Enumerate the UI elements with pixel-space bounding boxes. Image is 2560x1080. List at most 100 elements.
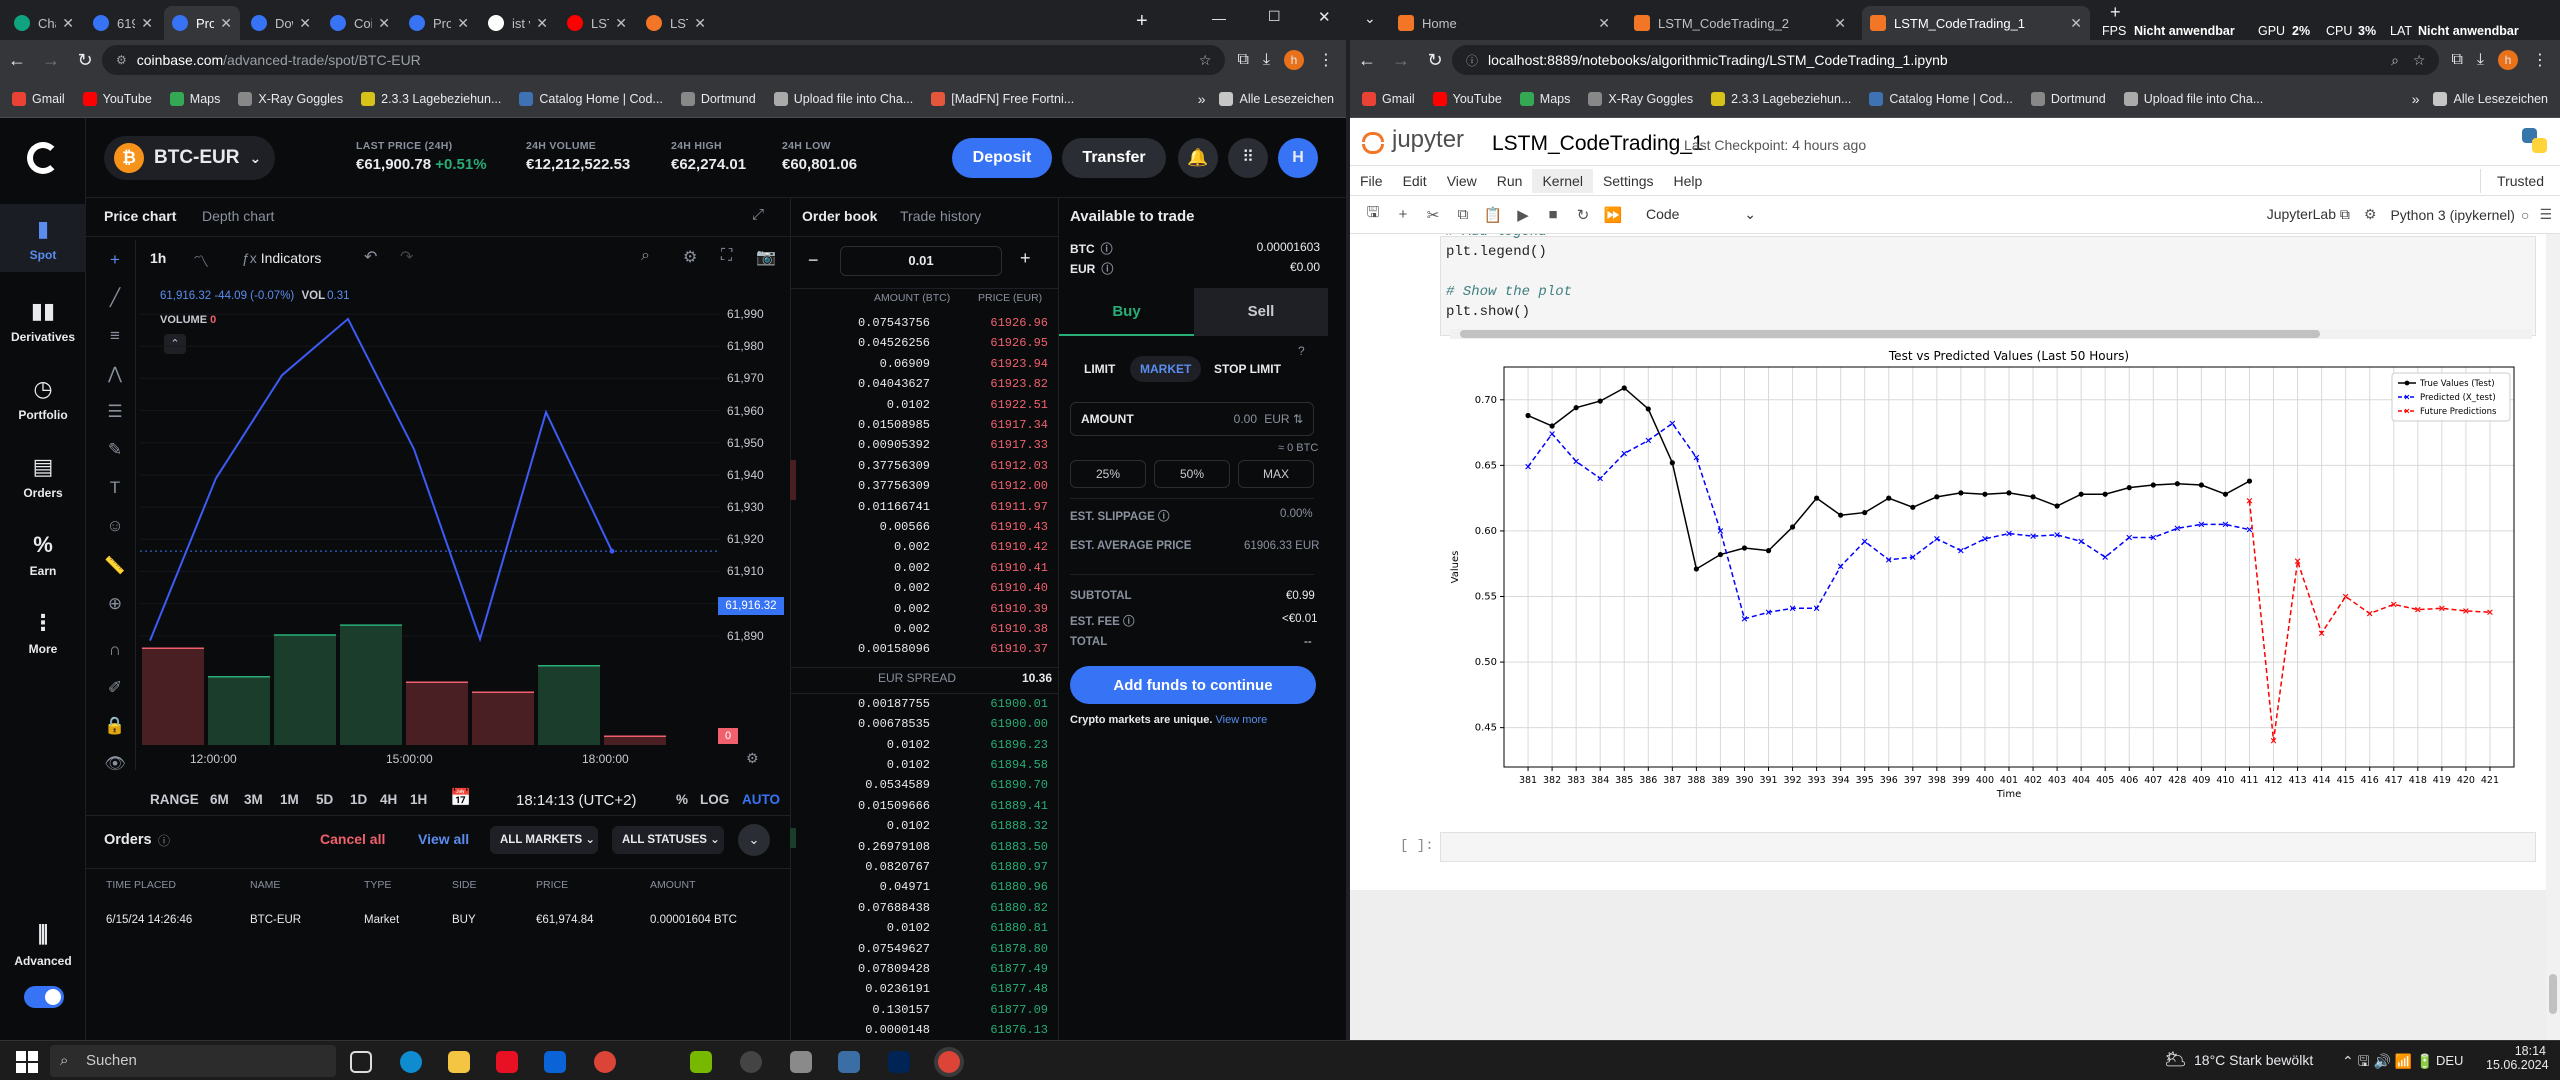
bid-row[interactable]: 0.0102 61880.81 — [886, 921, 1048, 936]
sell-tab[interactable]: Sell — [1194, 288, 1328, 336]
coinbase-logo[interactable] — [27, 142, 59, 174]
download-icon[interactable]: ⤓ — [1262, 51, 1270, 68]
address-bar[interactable]: ⚙ coinbase.com/advanced-trade/spot/BTC-E… — [102, 45, 1226, 75]
view-more-link[interactable]: View more — [1215, 714, 1268, 726]
close-tab-icon[interactable]: ✕ — [141, 14, 153, 31]
bid-row[interactable]: 0.0000148 61876.13 — [865, 1023, 1048, 1038]
fast-forward-icon[interactable]: ⏩ — [1603, 206, 1623, 224]
bookmark-item[interactable]: Maps — [1519, 91, 1570, 106]
page-scrollbar[interactable] — [2546, 234, 2560, 1040]
menu-edit[interactable]: Edit — [1402, 172, 1427, 189]
close-tab-icon[interactable]: ✕ — [1598, 14, 1610, 31]
ask-row[interactable]: 0.0102 61922.51 — [886, 397, 1048, 412]
bookmark-item[interactable]: Maps — [169, 91, 220, 106]
bookmarks-folder[interactable]: Alle Lesezeichen — [1219, 91, 1334, 106]
ask-row[interactable]: 0.04043627 61923.82 — [857, 377, 1048, 392]
browser-tab[interactable]: ist verwe✕ — [480, 6, 556, 40]
bell-icon[interactable]: 🔔 — [1178, 138, 1218, 178]
bookmark-item[interactable]: 2.3.3 Lagebeziehun... — [1711, 91, 1851, 106]
tab-trade-history[interactable]: Trade history — [900, 208, 982, 224]
star-icon[interactable]: ☆ — [1198, 51, 1212, 68]
bid-row[interactable]: 0.0102 61888.32 — [886, 819, 1048, 834]
markets-filter[interactable]: ALL MARKETS ⌄ — [490, 826, 598, 854]
ask-row[interactable]: 0.37756309 61912.00 — [857, 479, 1048, 494]
clock[interactable]: 18:14 15.06.2024 — [2486, 1044, 2549, 1072]
sidebar-item-derivatives[interactable]: ▮▮ Derivatives — [0, 298, 86, 344]
view-all-button[interactable]: View all — [418, 831, 470, 847]
log-toggle[interactable]: LOG — [700, 792, 730, 807]
order-type-limit[interactable]: LIMIT — [1084, 362, 1116, 376]
close-tab-icon[interactable]: ✕ — [536, 14, 548, 31]
bid-row[interactable]: 0.01509666 61889.41 — [857, 798, 1048, 813]
collapse-legend-icon[interactable]: ⌃ — [164, 334, 186, 354]
ruler-icon[interactable]: 📏 — [104, 556, 126, 575]
extensions-icon[interactable]: ⧉ — [1237, 51, 1249, 68]
emoji-icon[interactable]: ☺ — [106, 516, 124, 535]
deposit-button[interactable]: Deposit — [952, 138, 1052, 178]
code-cell[interactable] — [1440, 236, 2536, 336]
interval-selector[interactable]: 1h — [150, 250, 167, 266]
bookmarks-folder[interactable]: Alle Lesezeichen — [2433, 91, 2548, 106]
back-icon[interactable]: ← — [8, 49, 26, 70]
ask-row[interactable]: 0.07543756 61926.96 — [857, 316, 1048, 330]
increment-plus-icon[interactable]: + — [1020, 248, 1031, 268]
ask-row[interactable]: 0.06909 61923.94 — [879, 356, 1048, 371]
browser-tab[interactable]: Downloa✕ — [243, 6, 319, 40]
site-info-icon[interactable]: ⓘ — [1466, 53, 1479, 68]
zoom-icon[interactable]: ⌕ — [2391, 51, 2399, 68]
jupyter-brand[interactable]: jupyter — [1392, 126, 1465, 153]
close-tab-icon[interactable]: ✕ — [457, 14, 469, 31]
bid-row[interactable]: 0.0236191 61877.48 — [865, 982, 1048, 997]
info-icon[interactable]: ⓘ — [1101, 262, 1114, 276]
windows-start-icon[interactable] — [16, 1051, 38, 1073]
ask-row[interactable]: 0.37756309 61912.03 — [857, 458, 1048, 473]
weather-temp[interactable]: 18°C Stark bewölkt — [2194, 1052, 2314, 1068]
bookmark-item[interactable]: Dortmund — [2030, 91, 2106, 106]
menu-icon[interactable]: ⋮ — [1318, 52, 1334, 69]
fib-icon[interactable]: ☰ — [107, 402, 123, 421]
bid-row[interactable]: 0.07688438 61880.82 — [857, 900, 1048, 915]
bid-row[interactable]: 0.00187755 61900.01 — [857, 696, 1048, 711]
maximize-icon[interactable]: ☐ — [1268, 8, 1281, 24]
menu-kernel[interactable]: Kernel — [1532, 168, 1593, 193]
menu-view[interactable]: View — [1446, 172, 1477, 189]
empty-code-cell[interactable] — [1440, 832, 2536, 862]
undo-icon[interactable]: ↶ — [364, 249, 378, 266]
sidebar-item-portfolio[interactable]: ◷ Portfolio — [0, 376, 86, 422]
browser-tab[interactable]: Coinbase✕ — [322, 6, 398, 40]
browser-tab[interactable]: 61900.78✕ — [85, 6, 161, 40]
sidebar-item-more[interactable]: ⋮ More — [0, 610, 86, 656]
settings-icon[interactable]: ⚙ — [2363, 206, 2377, 222]
tab-order-book[interactable]: Order book — [802, 208, 878, 224]
address-bar[interactable]: ⓘ localhost:8889/notebooks/algorithmicTr… — [1452, 45, 2440, 75]
close-window-icon[interactable]: ✕ — [1318, 9, 1331, 26]
tab-price-chart[interactable]: Price chart — [104, 208, 177, 224]
ask-row[interactable]: 0.00566 61910.43 — [879, 520, 1048, 534]
taskbar-search[interactable]: ⌕ Suchen — [50, 1045, 336, 1077]
table-row[interactable]: 6/15/24 14:26:46 BTC-EUR Market BUY €61,974.… — [86, 908, 790, 934]
close-tab-icon[interactable]: ✕ — [615, 14, 627, 31]
range-5d[interactable]: 5D — [316, 792, 334, 807]
save-icon[interactable]: 🖫 — [1366, 204, 1380, 221]
range-3m[interactable]: 3M — [244, 792, 263, 807]
edge-icon[interactable] — [400, 1051, 422, 1073]
bid-row[interactable]: 0.07549627 61878.80 — [857, 941, 1048, 956]
close-tab-icon[interactable]: ✕ — [62, 14, 74, 31]
more-bookmarks-icon[interactable]: » — [2411, 90, 2420, 107]
more-bookmarks-icon[interactable]: » — [1197, 90, 1206, 107]
bookmark-item[interactable]: X-Ray Goggles — [238, 91, 343, 106]
clock-app-icon[interactable] — [740, 1051, 762, 1073]
app-icon[interactable] — [838, 1051, 860, 1073]
browser-tab[interactable]: ChatGPT✕ — [6, 6, 82, 40]
quick-amount-button[interactable]: MAX — [1238, 460, 1314, 488]
bid-row[interactable]: 0.0102 61894.58 — [886, 758, 1048, 772]
browser-tab[interactable]: LSTM_Co✕ — [638, 6, 714, 40]
camera-icon[interactable]: 📷 — [756, 249, 776, 266]
order-type-stop-limit[interactable]: STOP LIMIT — [1214, 362, 1281, 376]
buy-tab[interactable]: Buy — [1059, 288, 1194, 336]
trusted-indicator[interactable]: Trusted — [2480, 168, 2560, 193]
new-tab-icon[interactable]: + — [1136, 10, 1148, 32]
star-icon[interactable]: ☆ — [2412, 51, 2426, 68]
new-tab-icon[interactable]: + — [2110, 2, 2121, 22]
avatar[interactable]: H — [1278, 138, 1318, 178]
